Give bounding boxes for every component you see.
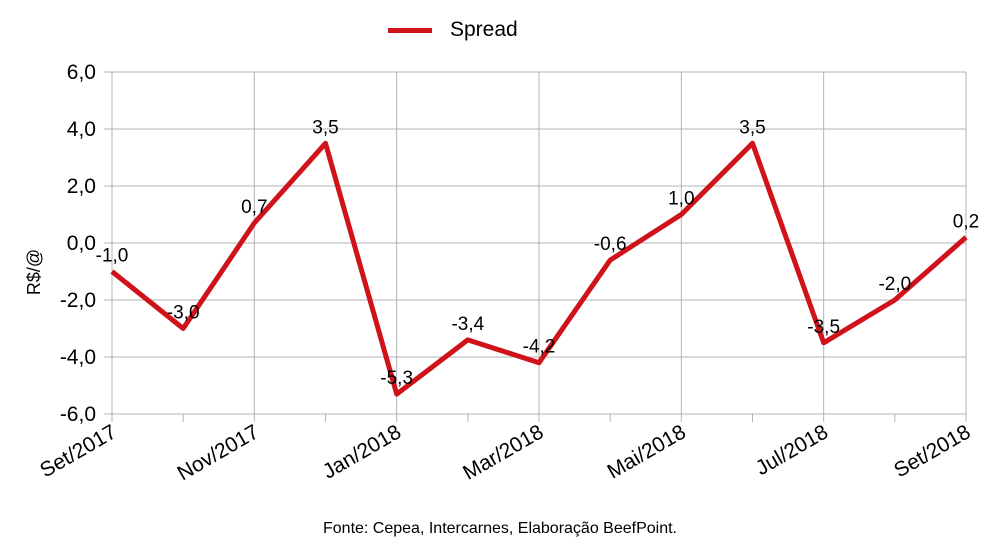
x-tick-label: Set/2017 [36, 420, 120, 482]
data-label: -3,4 [451, 314, 484, 335]
y-tick-label: 6,0 [67, 61, 96, 84]
x-tick-label: Mar/2018 [459, 420, 547, 484]
y-axis-ticks: 6,0 4,0 2,0 0,0 -2,0 -4,0 -6,0 [60, 61, 112, 426]
source-note: Fonte: Cepea, Intercarnes, Elaboração Be… [323, 520, 677, 537]
y-axis-title: R$/@ [24, 249, 44, 295]
data-label: 1,0 [668, 189, 694, 210]
data-label: -0,6 [594, 234, 627, 255]
legend: Spread [388, 16, 518, 44]
y-tick-label: -4,0 [60, 346, 96, 369]
y-tick-label: 4,0 [67, 118, 96, 141]
data-label: -4,2 [523, 337, 556, 358]
data-labels: -1,0 -3,0 0,7 3,5 -5,3 -3,4 -4,2 -0,6 1,0 3,5 -3,5… [96, 117, 980, 389]
data-label: -5,3 [380, 368, 413, 389]
y-tick-label: 0,0 [67, 232, 96, 255]
x-tick-label: Set/2018 [890, 420, 974, 482]
x-tick-label: Jan/2018 [319, 420, 405, 483]
x-axis-ticks: Set/2017 Nov/2017 Jan/2018 Mar/2018 Mai/2018… [36, 414, 975, 485]
data-label: -3,0 [167, 303, 200, 324]
data-label: 3,5 [312, 117, 338, 138]
x-tick-label: Mai/2018 [604, 420, 690, 483]
legend-swatch [388, 27, 432, 33]
series-group [110, 140, 968, 397]
x-tick-label: Nov/2017 [173, 420, 262, 485]
data-label: 0,7 [241, 197, 267, 218]
series-line-spread [110, 140, 968, 397]
legend-label: Spread [450, 18, 518, 41]
data-label: 0,2 [953, 211, 979, 232]
data-label: -2,0 [878, 274, 911, 295]
y-tick-label: 2,0 [67, 175, 96, 198]
y-tick-label: -6,0 [60, 403, 96, 426]
y-tick-label: -2,0 [60, 289, 96, 312]
x-tick-label: Jul/2018 [752, 420, 832, 480]
data-label: 3,5 [739, 117, 765, 138]
data-label: -3,5 [807, 317, 840, 338]
data-label: -1,0 [96, 246, 129, 267]
grid-lines [111, 71, 967, 415]
